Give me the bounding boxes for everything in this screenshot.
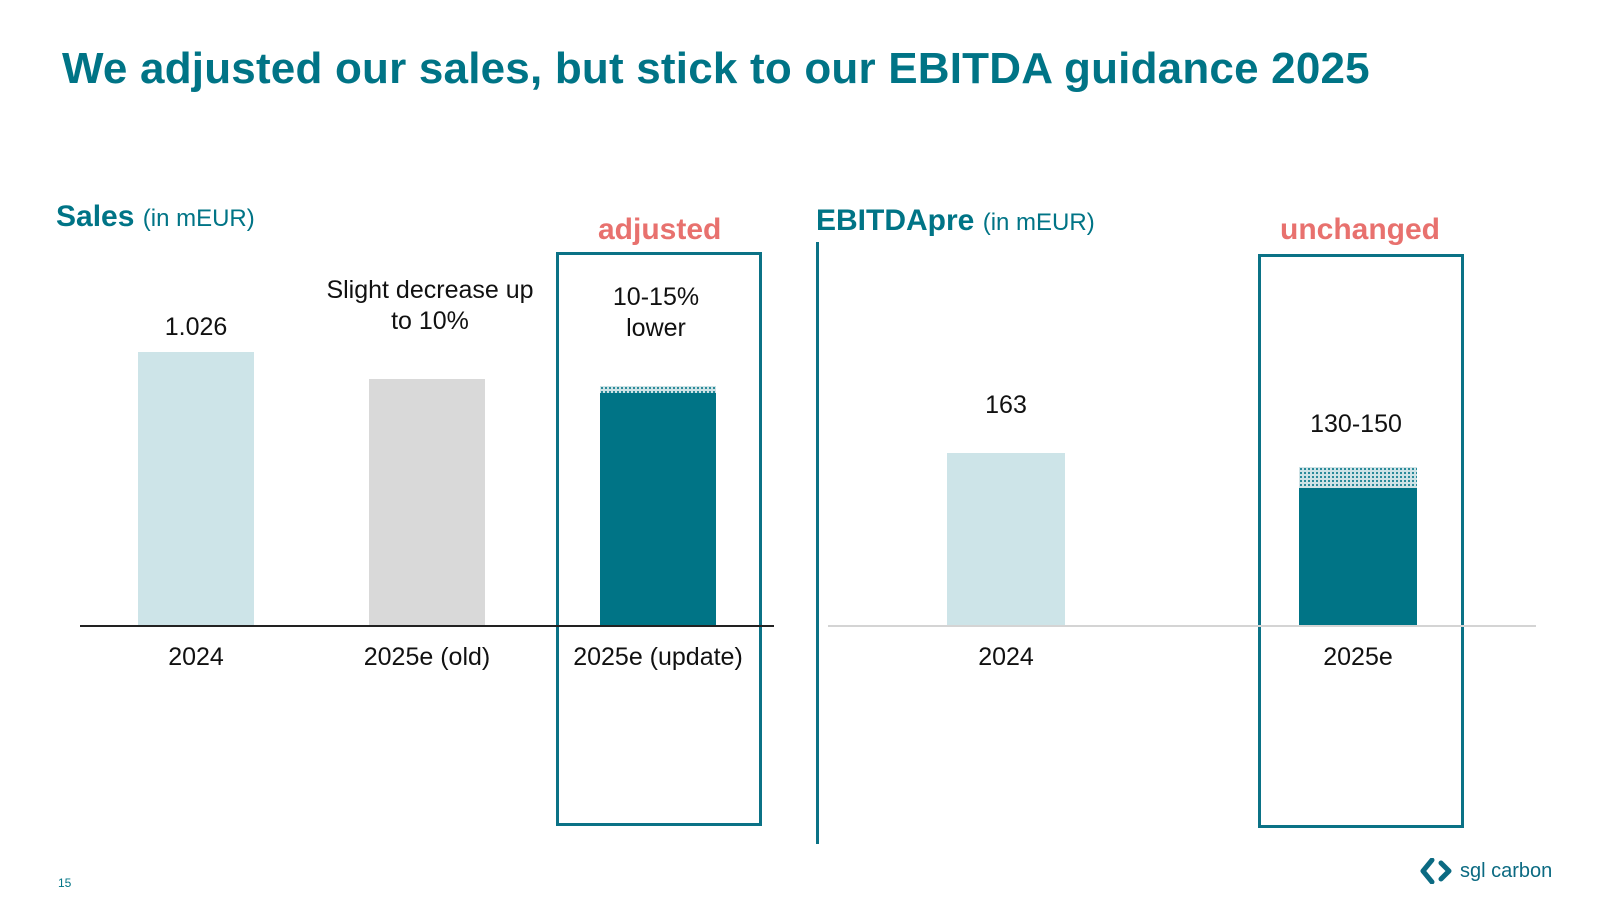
ebitda-value-label-2025e: 130-150 (1310, 410, 1402, 438)
section-divider (816, 242, 819, 844)
ebitda-section-title: EBITDApre (in mEUR) (816, 204, 1095, 238)
page-number: 15 (58, 876, 72, 890)
sales-x-tick-2024: 2024 (168, 643, 224, 671)
ebitda-highlight-frame (1258, 254, 1464, 828)
sales-value-label-2025e-update: 10-15% lower (612, 283, 700, 342)
ebitda-x-tick-2025e: 2025e (1323, 643, 1393, 671)
ebitda-unchanged-tag: unchanged (1280, 213, 1441, 246)
ebitda-unit: (in mEUR) (982, 209, 1095, 236)
sales-x-tick-2025e-old: 2025e (old) (363, 643, 491, 671)
sales-range-2025e-update (600, 386, 716, 393)
ebitda-value-label-2024: 163 (985, 391, 1027, 419)
sales-value-label-2025e-old: Slight decrease up to 10% (326, 276, 534, 335)
ebitda-range-2025e (1299, 466, 1417, 488)
sales-title: Sales (56, 200, 135, 233)
ebitda-bar-2024 (947, 453, 1065, 625)
sales-highlight-frame (556, 252, 762, 826)
ebitda-title: EBITDApre (816, 204, 975, 237)
sales-bar-2024 (138, 352, 254, 625)
sales-x-tick-2025e-update: 2025e (update) (573, 643, 743, 671)
sales-unit: (in mEUR) (142, 205, 255, 232)
ebitda-bar-2025e (1299, 487, 1417, 625)
sales-adjusted-tag: adjusted (598, 213, 722, 246)
sales-bar-2025e-update (600, 392, 716, 625)
sgl-logo-icon (1420, 858, 1452, 884)
sales-section-title: Sales (in mEUR) (56, 200, 255, 234)
sales-x-axis (80, 625, 774, 627)
sales-bar-2025e-old (369, 379, 485, 625)
sales-value-label-2024: 1.026 (164, 313, 228, 341)
sgl-carbon-logo: sgl carbon (1420, 858, 1552, 884)
slide-title: We adjusted our sales, but stick to our … (62, 44, 1370, 93)
ebitda-x-axis (828, 625, 1536, 627)
ebitda-x-tick-2024: 2024 (978, 643, 1034, 671)
logo-text: sgl carbon (1460, 859, 1553, 882)
